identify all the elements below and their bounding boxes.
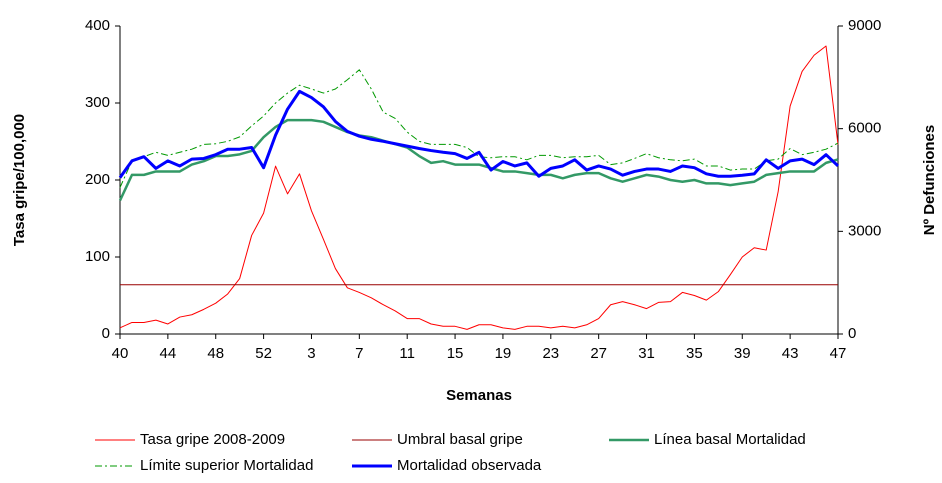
x-tick-label: 15 bbox=[447, 345, 464, 362]
x-tick-label: 19 bbox=[495, 345, 512, 362]
x-tick-label: 3 bbox=[307, 345, 315, 362]
x-tick-label: 40 bbox=[112, 345, 129, 362]
y2-tick-label: 6000 bbox=[848, 120, 881, 137]
series-line bbox=[118, 118, 839, 202]
y2-tick-label: 9000 bbox=[848, 17, 881, 34]
legend-label: Línea basal Mortalidad bbox=[654, 431, 806, 448]
x-tick-label: 43 bbox=[782, 345, 799, 362]
x-tick-label: 31 bbox=[638, 345, 655, 362]
x-tick-label: 27 bbox=[590, 345, 607, 362]
legend-label: Umbral basal gripe bbox=[397, 431, 523, 448]
x-tick-label: 47 bbox=[830, 345, 847, 362]
x-tick-label: 52 bbox=[255, 345, 272, 362]
legend-label: Tasa gripe 2008-2009 bbox=[140, 431, 285, 448]
x-tick-label: 39 bbox=[734, 345, 751, 362]
legend-label: Mortalidad observada bbox=[397, 457, 542, 474]
x-tick-label: 7 bbox=[355, 345, 363, 362]
y-tick-label: 300 bbox=[85, 94, 110, 111]
y-axis-title: Tasa gripe/100,000 bbox=[11, 114, 28, 246]
x-tick-label: 23 bbox=[542, 345, 559, 362]
y-tick-label: 100 bbox=[85, 248, 110, 265]
series-line bbox=[119, 45, 839, 330]
y-tick-label: 400 bbox=[85, 17, 110, 34]
y-tick-label: 0 bbox=[102, 325, 110, 342]
x-tick-label: 44 bbox=[160, 345, 177, 362]
y-tick-label: 200 bbox=[85, 171, 110, 188]
series-line bbox=[118, 89, 840, 179]
legend-label: Límite superior Mortalidad bbox=[140, 457, 313, 474]
x-tick-label: 11 bbox=[399, 345, 415, 362]
y2-axis-title: Nº Defunciones bbox=[921, 125, 938, 236]
series-line bbox=[119, 69, 839, 188]
x-tick-label: 35 bbox=[686, 345, 703, 362]
y2-tick-label: 0 bbox=[848, 325, 856, 342]
x-tick-label: 48 bbox=[207, 345, 224, 362]
y2-tick-label: 3000 bbox=[848, 222, 881, 239]
x-axis-title: Semanas bbox=[446, 387, 512, 404]
